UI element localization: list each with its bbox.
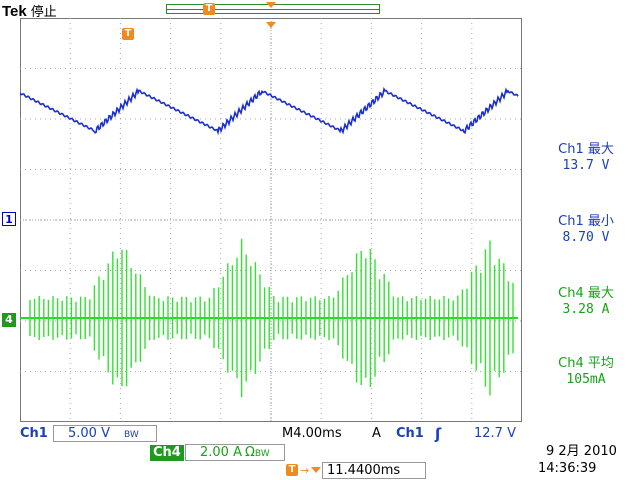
measurement-value: 105mA	[566, 372, 606, 387]
measurement-ch4-mean: Ch4 平均 105mA	[532, 356, 640, 388]
record-line	[167, 9, 379, 10]
ch1-label: Ch1	[20, 426, 48, 441]
measurement-value: 13.7 V	[562, 158, 610, 173]
ch4-scale-box[interactable]: 2.00 A ΩBW	[185, 444, 285, 461]
brand-logo: Tek	[2, 3, 27, 20]
date-readout: 9 2月 2010	[546, 444, 617, 459]
measurement-value: 8.70 V	[562, 230, 610, 245]
ch4-scale-value: 2.00 A	[200, 445, 242, 460]
measurement-ch1-min: Ch1 最小 8.70 V	[532, 214, 640, 246]
waveform-display	[20, 18, 522, 422]
brand-and-status: Tek 停止	[2, 1, 57, 20]
time-readout: 14:36:39	[538, 461, 597, 476]
measurement-label: Ch4 最大	[558, 286, 614, 301]
trigger-mode: A	[372, 426, 381, 441]
ch4-label: Ch4	[150, 445, 184, 461]
measurement-label: Ch4 平均	[558, 356, 614, 371]
trigger-position-icon[interactable]: T	[203, 3, 215, 15]
top-status-bar: Tek 停止 T	[0, 0, 640, 20]
expansion-point-icon	[266, 2, 276, 8]
ch1-scale-box[interactable]: 5.00 V BW	[53, 425, 157, 442]
trigger-point-icon: T	[122, 28, 134, 40]
ch4-unit-suffix: Ω	[244, 445, 255, 460]
trigger-arrow-icon	[266, 22, 276, 28]
ch1-ground-marker[interactable]: 1	[2, 212, 16, 226]
acquisition-status: 停止	[30, 4, 57, 19]
measurement-label: Ch1 最小	[558, 214, 614, 229]
ch1-bandwidth-icon: BW	[123, 430, 139, 440]
trigger-position-readout[interactable]: 11.4400ms	[322, 462, 426, 479]
ch1-waveform	[20, 86, 519, 136]
measurement-ch4-max: Ch4 最大 3.28 A	[532, 286, 640, 318]
timebase-readout[interactable]: M4.00ms	[282, 426, 342, 442]
measurement-ch1-max: Ch1 最大 13.7 V	[532, 142, 640, 174]
ch4-bandwidth-icon: BW	[254, 449, 270, 459]
measurement-value: 3.28 A	[562, 302, 610, 317]
rising-edge-icon: ʃ	[435, 425, 442, 443]
expansion-marker-icon	[311, 467, 321, 473]
measurement-label: Ch1 最大	[558, 142, 614, 157]
timebase-prefix: M	[282, 426, 294, 441]
trigger-source[interactable]: Ch1	[396, 426, 424, 441]
timebase-value: 4.00ms	[293, 426, 342, 441]
trigger-level[interactable]: 12.7 V	[474, 426, 516, 441]
trigger-position-marker-icon: T	[286, 464, 298, 476]
ch4-waveform	[29, 238, 514, 398]
arrow-right-icon: →	[300, 464, 310, 477]
ch1-scale-value: 5.00 V	[68, 426, 110, 441]
ch4-ground-marker[interactable]: 4	[2, 313, 16, 327]
